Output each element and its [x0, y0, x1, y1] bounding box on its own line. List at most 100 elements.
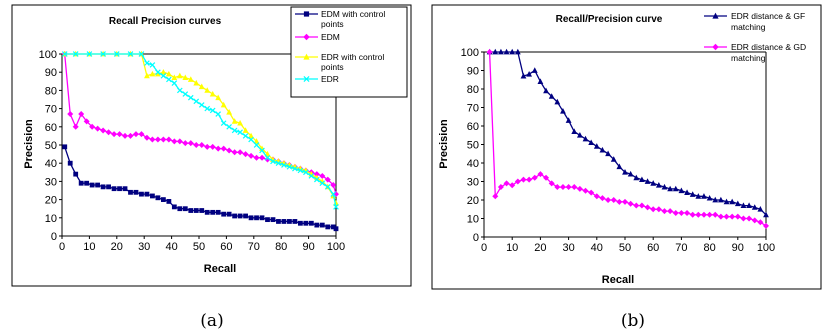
- chart-a-series-3-point: [259, 147, 265, 154]
- chart-a-series-1-point: [237, 149, 244, 156]
- chart-b-series-1-point: [751, 217, 758, 224]
- chart-a-series-0-point: [215, 209, 221, 215]
- chart-a-series-2-point: [209, 90, 216, 97]
- chart-a-series-0-point: [281, 219, 287, 224]
- chart-b-series-0-point: [746, 202, 752, 208]
- chart-a-series-1-point: [215, 145, 222, 152]
- chart-b-series-1-point: [650, 206, 657, 213]
- chart-b-legend: EDR distance & GF matching EDR distance …: [704, 11, 806, 63]
- chart-a-series-3-point: [242, 133, 249, 139]
- chart-b-series-1-point: [689, 211, 696, 218]
- chart-b-series-1-point: [717, 213, 724, 220]
- chart-a-series-3-point: [215, 111, 222, 117]
- chart-b-ytick-label: 40: [467, 158, 479, 170]
- chart-a-series-3-point: [166, 76, 172, 83]
- chart-b-xtick-label: 0: [481, 242, 487, 254]
- chart-b-series-0-point: [554, 98, 561, 105]
- chart-a-series-2-point: [187, 76, 194, 82]
- chart-b-series-0-point: [509, 48, 516, 55]
- chart-b-series-0-point: [526, 71, 533, 77]
- chart-a-series-0-point: [265, 217, 270, 223]
- chart-a-series-1-point: [154, 136, 161, 143]
- chart-a-series-1-point: [105, 129, 112, 136]
- chart-a-series-3-point: [160, 73, 167, 79]
- chart-b-ytick-label: 70: [467, 103, 479, 115]
- chart-b-series-1-point: [486, 49, 493, 55]
- chart-b-series-1-point: [582, 187, 589, 194]
- legend-b-symbol-1: [704, 43, 727, 51]
- caption-a: (a): [200, 311, 223, 331]
- chart-a-series-3-point: [303, 169, 309, 176]
- legend-a-symbol-1: [295, 33, 318, 41]
- chart-a-series-2-point: [182, 74, 189, 81]
- chart-a-series-2-point: [242, 127, 249, 133]
- chart-a-series-0-point: [221, 211, 227, 217]
- chart-b-series-1-point: [526, 176, 533, 183]
- chart-b-series-0-point: [763, 211, 769, 218]
- chart-a-xlabel: Recall: [204, 263, 236, 275]
- chart-a-series-0-point: [259, 215, 265, 221]
- chart-b-series-0-point: [576, 132, 583, 138]
- chart-a-series-3-point: [176, 87, 183, 94]
- chart-b-series-0-point: [661, 183, 668, 190]
- chart-a-series-1-point: [116, 131, 123, 138]
- chart-a-series-1-point: [313, 171, 320, 178]
- chart-a-series-0-point: [292, 219, 298, 224]
- legend-a-label-0: EDM with control points: [321, 9, 385, 29]
- chart-a-series-0-point: [314, 222, 320, 228]
- chart-b-series-1-point: [700, 211, 707, 218]
- chart-a-series-1-point: [319, 172, 326, 179]
- chart-b-xtick-label: 60: [647, 242, 659, 254]
- chart-a-series-1-point: [231, 149, 238, 156]
- chart-a-series-1-point: [143, 134, 150, 141]
- chart-a-series-3-point: [297, 167, 304, 174]
- chart-b-series-1-point: [543, 174, 550, 181]
- chart-b-xtick-label: 80: [703, 242, 715, 254]
- chart-a-series-1-point: [193, 142, 200, 148]
- chart-a-series-0-point: [106, 184, 111, 190]
- chart-a-series-0-point: [128, 189, 133, 195]
- chart-a-ytick-label: 10: [45, 213, 57, 225]
- chart-a-series-1-point: [67, 111, 74, 118]
- chart-b-series-1-point: [616, 198, 623, 205]
- chart-b-series-1-point: [695, 211, 702, 218]
- chart-a-series-0-point: [62, 144, 68, 150]
- chart-b-series-0-point: [734, 200, 741, 207]
- chart-a-series-0-point: [232, 213, 238, 219]
- chart-a-ytick-label: 50: [45, 140, 57, 152]
- chart-b-xtick-label: 70: [675, 242, 687, 254]
- chart-a-series-2-point: [333, 200, 339, 206]
- chart-a-series-1-point: [138, 131, 145, 138]
- chart-b-series-1-point: [667, 208, 674, 215]
- chart-b-series-0-point: [667, 185, 674, 192]
- chart-a-series-0-point: [303, 220, 309, 226]
- chart-a-series-0-point: [226, 211, 232, 217]
- legend-a-label-2: EDR with control points: [321, 52, 384, 72]
- chart-b-series-0-point: [503, 48, 510, 55]
- chart-b-xtick-label: 50: [619, 242, 631, 254]
- chart-a-series-2-point: [165, 70, 172, 77]
- chart-a-series-1-point: [132, 131, 139, 138]
- chart-a-xtick-label: 20: [111, 241, 123, 253]
- chart-b-series-1-point: [622, 198, 628, 205]
- chart-a-series-3-point: [270, 158, 276, 165]
- chart-a-series-2-point: [171, 74, 178, 81]
- chart-b-series-0-point: [723, 198, 730, 205]
- chart-a-series-0-point: [319, 222, 325, 228]
- chart-a-series-0-point: [117, 186, 122, 192]
- chart-a-series-2-point: [144, 72, 150, 79]
- chart-a-ytick-label: 30: [45, 176, 57, 188]
- chart-b-series-1-point: [627, 200, 634, 207]
- legend-marker: [303, 53, 310, 60]
- chart-b-series-1-point: [734, 213, 741, 220]
- legend-b-symbol-0: [704, 12, 727, 19]
- chart-a-series-1-point: [253, 154, 260, 161]
- chart-b-series-1-point: [672, 209, 679, 216]
- chart-b-series-0-point: [565, 117, 572, 123]
- chart-b-series-0-point: [655, 182, 662, 188]
- chart-b-series-1-point: [638, 202, 645, 209]
- chart-b-xtick-label: 10: [506, 242, 518, 254]
- chart-a-series-0-point: [210, 209, 216, 215]
- chart-a-series-0-point: [122, 186, 128, 192]
- chart-b-title: Recall/Precision curve: [556, 14, 663, 25]
